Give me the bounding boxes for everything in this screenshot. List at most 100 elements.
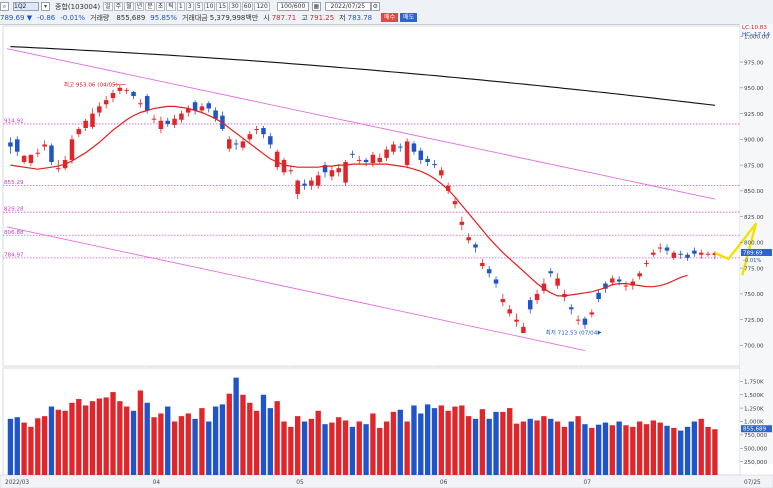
settings-icon[interactable]: ⚙ — [370, 2, 380, 11]
timeframe-button[interactable]: 3 — [185, 2, 194, 11]
volume-bar — [144, 402, 150, 475]
volume-bar — [424, 404, 431, 475]
sell-order-button[interactable]: 매도 — [400, 13, 418, 22]
quote-value: 855,689 — [116, 13, 146, 22]
volume-bar — [602, 422, 609, 475]
volume-bar — [548, 418, 554, 475]
candle-body — [527, 300, 533, 310]
volume-bar — [712, 429, 718, 475]
date-input[interactable]: 2022/07/25 — [324, 2, 371, 11]
volume-bar — [390, 411, 397, 475]
calendar-icon[interactable]: ▦ — [311, 2, 321, 11]
volume-bar — [308, 418, 315, 475]
volume-bar — [158, 413, 164, 475]
candle-body — [678, 253, 683, 255]
timeframe-button[interactable]: 5 — [194, 2, 203, 11]
product-name: 종합(103004) — [55, 2, 101, 11]
timeframe-button[interactable]: 일 — [103, 2, 113, 11]
timeframe-button[interactable]: 30 — [229, 2, 241, 11]
volume-bar — [151, 417, 157, 475]
candle-body — [295, 180, 300, 194]
timeframe-button[interactable]: 주 — [113, 2, 124, 11]
volume-bar — [445, 410, 451, 475]
volume-tick-label: 1,250K — [744, 406, 764, 412]
x-tick-label: 07 — [584, 480, 592, 486]
candle-body — [452, 201, 458, 205]
timeframe-button[interactable]: 분 — [145, 2, 155, 11]
candle-body — [261, 128, 266, 135]
volume-bar — [199, 408, 205, 475]
quote-field: -0.01% — [60, 14, 85, 22]
search-icon[interactable]: ⌕ — [0, 2, 9, 11]
x-tick-label: 2022/03 — [5, 480, 29, 486]
candle-body — [466, 237, 471, 241]
volume-bar — [322, 424, 328, 475]
candle-body — [569, 307, 574, 310]
volume-tick-label: 500,000 — [744, 446, 768, 452]
buy-order-button[interactable]: 매수 — [381, 13, 399, 22]
candle-body — [185, 108, 191, 113]
code-input[interactable]: 1Q2 — [13, 2, 39, 11]
timeframe-button[interactable]: 15 — [216, 2, 229, 11]
candle-body — [199, 106, 205, 111]
timeframe-button[interactable]: 60 — [241, 2, 254, 11]
bar-count-input[interactable]: 100/600 — [276, 2, 309, 11]
timeframe-button[interactable]: 10 — [203, 2, 216, 11]
volume-bar — [698, 418, 704, 475]
volume-bar — [110, 392, 116, 475]
volume-bar — [288, 426, 294, 475]
x-axis-labels: 2022/03 04 05 06 07 07/25 — [5, 480, 761, 486]
quote-value: 5,379,998백만 — [209, 13, 259, 22]
volume-tick-label: 1,500K — [744, 393, 764, 399]
candle-body — [480, 262, 485, 267]
timeframe-button[interactable]: 년 — [134, 2, 145, 11]
candle-body — [35, 152, 41, 154]
dropdown-icon[interactable]: ▾ — [41, 2, 50, 11]
volume-bar — [117, 401, 123, 475]
candle-body — [90, 113, 95, 127]
timeframe-button[interactable]: 초 — [155, 2, 166, 11]
lc-label: LC:10.83 — [742, 25, 767, 31]
candle-body — [425, 158, 430, 162]
volume-bar — [493, 411, 499, 475]
volume-bar — [356, 421, 362, 475]
timeframe-button[interactable]: 월 — [124, 2, 134, 11]
volume-bar — [124, 406, 130, 475]
volume-bar — [35, 418, 41, 475]
timeframe-button[interactable]: 1 — [176, 2, 185, 11]
candle-body — [103, 100, 109, 105]
volume-bar — [62, 410, 68, 475]
candle-body — [575, 319, 581, 321]
timeframe-button[interactable]: 틱 — [166, 2, 176, 11]
price-tick-label: 875.00 — [744, 163, 764, 169]
volume-bar — [404, 421, 410, 475]
quote-field: -0.86 — [37, 14, 55, 22]
candle-body — [651, 252, 656, 255]
candle-body — [322, 165, 328, 173]
candle-body — [69, 139, 75, 160]
candle-body — [514, 319, 519, 322]
volume-bar — [267, 408, 273, 475]
candle-body — [83, 120, 88, 128]
candle-body — [404, 141, 410, 166]
volume-bar — [507, 408, 513, 475]
candle-body — [637, 273, 642, 277]
volume-bar — [643, 424, 650, 475]
timeframe-button[interactable]: 120 — [254, 2, 270, 11]
volume-bar — [96, 398, 103, 475]
volume-bar — [623, 425, 629, 475]
candle-body — [493, 279, 499, 284]
volume-bar — [418, 413, 424, 475]
volume-bar — [650, 420, 657, 475]
candle-body — [705, 253, 711, 255]
candle-body — [97, 106, 102, 113]
candle-body — [698, 252, 704, 255]
volume-bar — [554, 421, 561, 475]
volume-bar — [370, 413, 376, 475]
candlesticks — [8, 84, 718, 334]
low-annotation: 최저 712.53 (07/04) — [546, 328, 600, 336]
lower-trend-line — [6, 226, 586, 351]
volume-bar — [315, 410, 321, 475]
volume-bar — [397, 409, 403, 475]
volume-bar — [472, 418, 479, 475]
